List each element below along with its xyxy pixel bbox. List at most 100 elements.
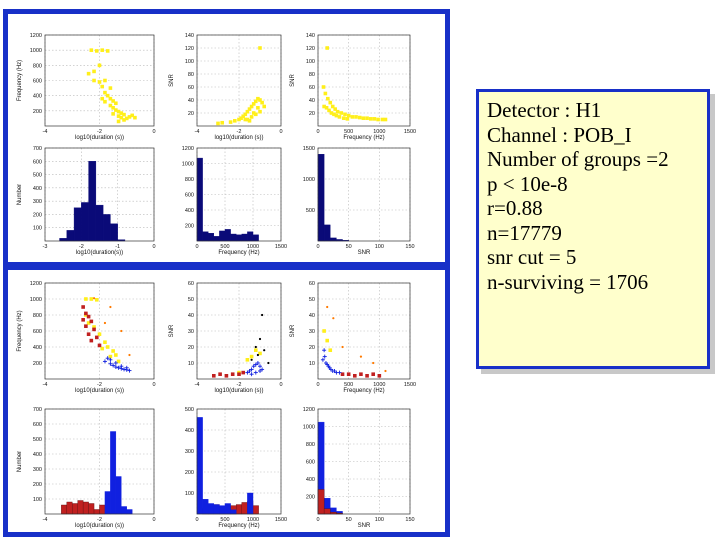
y-tick-label: 300 (33, 467, 42, 473)
point-b1-all (94, 298, 99, 302)
point-t1-events (108, 103, 113, 108)
y-tick-label: 20 (188, 345, 194, 351)
point-t1-events (122, 112, 126, 117)
y-tick-label: 20 (309, 345, 315, 351)
x-tick-label: 0 (279, 129, 282, 135)
point-b2-group-1 (218, 372, 222, 376)
point-b1-all (92, 325, 96, 329)
plot-b4: 100 200 300 400 500 600 700 -4 -2 0 log10(duration… (17, 407, 156, 529)
x-tick-label: -2 (237, 129, 242, 135)
point-t2-events (247, 107, 252, 111)
bar-b4-group-1 (77, 500, 84, 515)
point-t2-events (216, 121, 220, 126)
x-tick-label: 500 (344, 129, 353, 135)
point-t2-events (256, 96, 260, 101)
point-t1-events (103, 99, 107, 104)
info-channel: Channel : POB_I (487, 122, 632, 147)
point-b1-outliers (109, 305, 112, 309)
point-t1-events (86, 71, 91, 76)
point-t1-events (100, 48, 105, 52)
plot-b2: 10 20 30 40 50 60 -4 -2 0 log10(duration (s)) SNR (169, 281, 283, 394)
bar-b5-group-2 (247, 492, 254, 515)
bar-t4-count (88, 161, 97, 242)
y-tick-label: 800 (306, 442, 315, 448)
x-tick-label: 150 (405, 244, 414, 250)
point-t1-events (100, 84, 105, 89)
bar-t4-count (66, 230, 75, 242)
x-tick-label: 1000 (373, 129, 385, 135)
point-b3-group-1 (340, 372, 345, 376)
axes-frame-b1 (44, 282, 155, 380)
point-b1-group-1 (94, 335, 99, 340)
y-tick-label: 100 (185, 491, 194, 497)
y-axis-label: SNR (169, 324, 175, 337)
point-t2-events (258, 109, 262, 114)
point-t1-events (122, 118, 126, 122)
point-t2-events (262, 104, 266, 109)
bar-t5-count (235, 234, 242, 242)
y-tick-label: 100 (185, 59, 194, 65)
point-b2-group-2 (255, 361, 260, 365)
x-axis-label: log10(duration (s)) (75, 135, 124, 141)
bar-b4-group-2 (115, 476, 122, 515)
point-t3-events (332, 112, 336, 117)
y-tick-label: 700 (33, 146, 42, 152)
point-b2-group-2 (251, 364, 256, 369)
point-b1-all (89, 297, 94, 301)
point-b1-group-1 (81, 305, 85, 309)
x-tick-label: 500 (220, 244, 229, 250)
point-t2-events (260, 100, 264, 105)
point-t3-events (380, 117, 385, 122)
point-b2-group-1 (230, 372, 235, 376)
point-b3-outliers (341, 345, 344, 349)
point-t3-events (354, 115, 358, 119)
info-detector: Detector : H1 (487, 98, 602, 122)
x-tick-label: -4 (43, 382, 48, 388)
bar-b5-group-2 (196, 417, 203, 515)
point-b1-group-2 (102, 359, 107, 364)
point-b1-all (84, 297, 88, 301)
plot-area-t6 (318, 148, 410, 241)
plot-b3: 10 20 30 40 50 60 0 500 1000 1500 Frequency (Hz) SN… (290, 281, 416, 394)
point-t1-events (114, 108, 118, 112)
point-t3-events (365, 116, 369, 120)
point-b1-group-2 (108, 361, 113, 366)
point-t3-events (341, 116, 346, 120)
bar-b5-group-2 (219, 505, 226, 515)
y-tick-label: 20 (309, 111, 315, 117)
x-tick-label: -1 (115, 244, 120, 250)
y-tick-label: 200 (33, 482, 42, 488)
y-tick-label: 400 (306, 477, 315, 483)
axes-frame-t1 (44, 34, 155, 127)
point-b1-all (114, 353, 118, 357)
y-tick-label: 200 (33, 361, 42, 367)
axes-frame-t2 (196, 34, 282, 127)
point-b2-group-2 (253, 370, 258, 375)
x-tick-label: 1000 (247, 244, 259, 250)
x-tick-label: 0 (279, 382, 282, 388)
point-t2-events (254, 112, 258, 117)
bar-b5-group-2 (224, 503, 231, 515)
x-tick-label: 1500 (404, 129, 416, 135)
bar-t4-count (59, 238, 67, 242)
axes-frame-t3 (317, 34, 411, 127)
x-tick-label: 0 (316, 129, 319, 135)
x-tick-label: 0 (195, 517, 198, 523)
y-tick-label: 300 (185, 449, 194, 455)
point-b1-group-1 (89, 338, 94, 343)
point-b1-all (97, 332, 102, 336)
y-tick-label: 400 (33, 345, 42, 351)
point-t1-events (119, 111, 124, 115)
plot-t1: 200 400 600 800 1000 1200 -4 -2 0 log10(duration … (17, 33, 156, 141)
point-b1-group-1 (86, 314, 91, 319)
x-tick-label: 100 (375, 517, 384, 523)
bar-b4-group-1 (66, 501, 73, 515)
point-t3-events (357, 115, 362, 120)
point-b1-outliers (128, 353, 131, 357)
y-tick-label: 60 (309, 85, 315, 91)
x-tick-label: 0 (316, 244, 319, 250)
point-b2-group-1 (212, 374, 216, 378)
point-t3-events (335, 109, 340, 114)
point-b2-group-2 (258, 364, 262, 369)
y-tick-label: 1200 (303, 407, 315, 413)
